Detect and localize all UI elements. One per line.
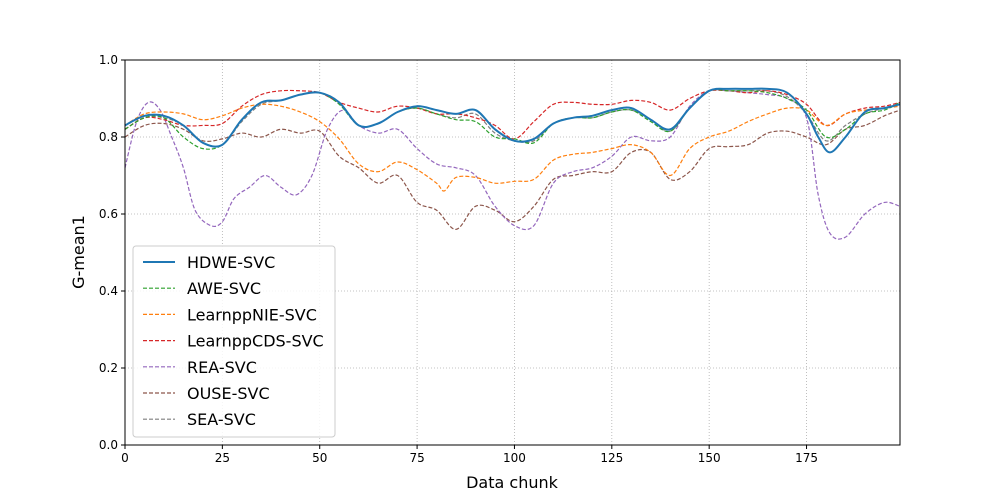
legend: HDWE-SVC AWE-SVC LearnppNIE-SVC LearnppCDS-… xyxy=(132,245,336,438)
x-tick-label: 100 xyxy=(503,451,526,465)
x-tick-label: 50 xyxy=(312,451,327,465)
series-line-learnppnie-svc xyxy=(124,103,901,192)
series-line-sea-svc xyxy=(124,88,901,148)
x-tick-label: 175 xyxy=(795,451,818,465)
x-tick-label: 150 xyxy=(698,451,721,465)
series-line-ouse-svc xyxy=(124,109,901,230)
plot-frame xyxy=(124,59,901,446)
y-tick-label: 1.0 xyxy=(99,53,118,67)
x-tick-label: 25 xyxy=(215,451,230,465)
legend-label-learnppnie-svc: LearnppNIE-SVC xyxy=(187,305,317,324)
x-tick-label: 75 xyxy=(409,451,424,465)
legend-label-sea-svc: SEA-SVC xyxy=(187,410,256,429)
x-axis-label: Data chunk xyxy=(466,473,559,492)
legend-label-ouse-svc: OUSE-SVC xyxy=(187,384,270,403)
y-tick-label: 0.8 xyxy=(99,130,118,144)
series-line-rea-svc xyxy=(124,88,901,240)
legend-label-learnppcds-svc: LearnppCDS-SVC xyxy=(187,332,324,351)
series-line-hdwe-svc xyxy=(124,87,901,154)
legend-label-rea-svc: REA-SVC xyxy=(187,358,257,377)
y-tick-label: 0.4 xyxy=(99,284,118,298)
axis-ticks: 0 25 50 75 100 125 150 175 0.0 0.2 0.4 0.6 0.8 1.0 xyxy=(99,53,818,465)
legend-label-hdwe-svc: HDWE-SVC xyxy=(187,253,275,272)
y-tick-label: 0.6 xyxy=(99,207,118,221)
y-tick-label: 0.0 xyxy=(99,438,118,452)
x-tick-label: 0 xyxy=(121,451,129,465)
legend-frame xyxy=(132,245,336,438)
y-tick-label: 0.2 xyxy=(99,361,118,375)
y-axis-label: G-mean1 xyxy=(69,215,88,289)
x-tick-label: 125 xyxy=(600,451,623,465)
legend-label-awe-svc: AWE-SVC xyxy=(187,279,261,298)
series-lines xyxy=(124,87,901,240)
